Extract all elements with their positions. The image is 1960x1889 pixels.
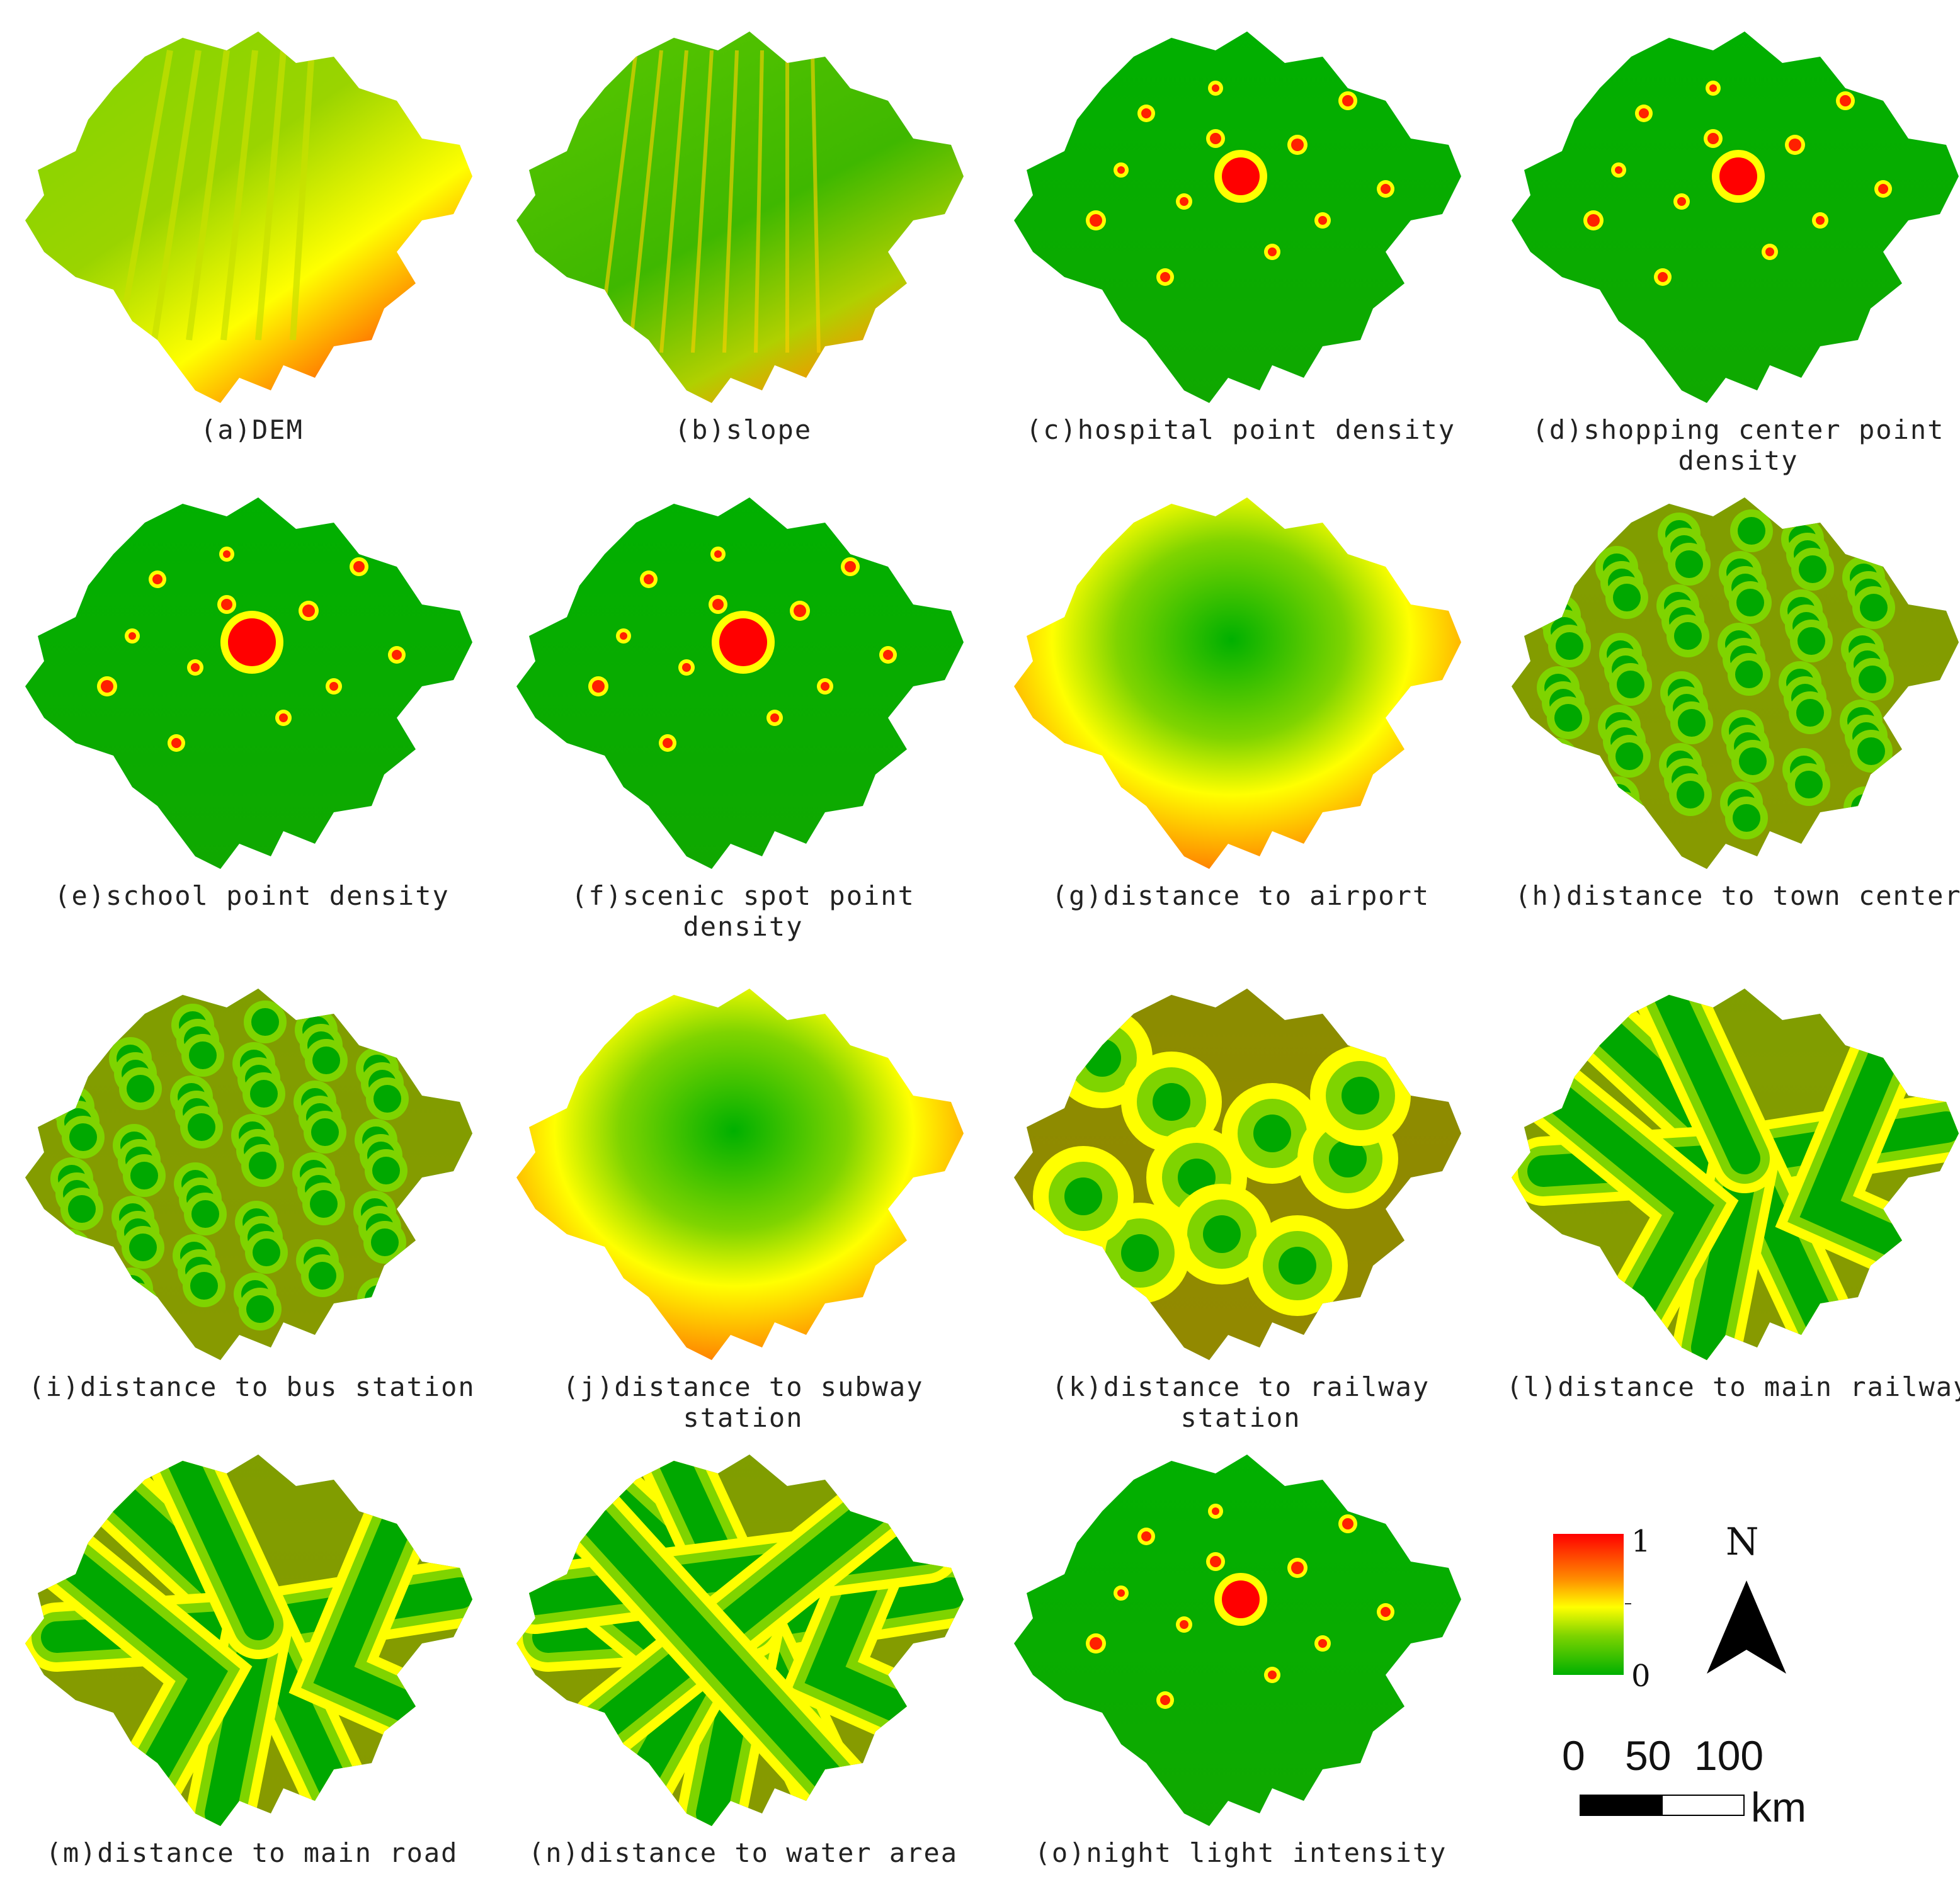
map-legend: 1 0 N 0 50 100 km <box>1537 1511 1940 1839</box>
panel-caption: (a)DEM <box>200 414 304 445</box>
map-panel: (c)hospital point density <box>1001 13 1480 466</box>
region-raster <box>25 989 472 1360</box>
legend-max-label: 1 <box>1631 1524 1651 1559</box>
region-raster <box>1014 989 1461 1360</box>
raster-map <box>510 479 976 882</box>
map-panel: (n)distance to water area <box>504 1436 983 1889</box>
scale-tick-label-50: 50 <box>1625 1732 1672 1779</box>
north-arrow-icon <box>1707 1580 1786 1674</box>
map-panel: (i)distance to bus station <box>13 970 491 1423</box>
panel-caption: (f)scenic spot point density <box>571 880 915 942</box>
raster-map <box>1008 479 1474 882</box>
raster-map <box>1008 970 1474 1373</box>
region-raster <box>516 31 964 403</box>
panel-caption: (i)distance to bus station <box>28 1371 476 1402</box>
raster-map <box>19 1436 485 1839</box>
region-raster <box>516 497 964 869</box>
region-raster <box>516 989 964 1360</box>
map-panel: (h)distance to town center <box>1499 479 1960 932</box>
panel-caption: (h)distance to town center <box>1515 880 1960 911</box>
map-panel: (l)distance to main railway <box>1499 970 1960 1423</box>
region-raster <box>25 497 472 869</box>
raster-map <box>1505 970 1960 1373</box>
region-raster <box>25 1455 472 1826</box>
panel-caption: (e)school point density <box>54 880 450 911</box>
panel-caption: (c)hospital point density <box>1025 414 1456 445</box>
region-raster <box>1014 31 1461 403</box>
raster-map <box>19 479 485 882</box>
map-panel: (e)school point density <box>13 479 491 932</box>
raster-map <box>510 970 976 1373</box>
raster-map <box>19 970 485 1373</box>
raster-map <box>1505 13 1960 416</box>
panel-caption: (l)distance to main railway <box>1506 1371 1960 1402</box>
map-panel: (o)night light intensity <box>1001 1436 1480 1889</box>
region-raster <box>1014 1455 1461 1826</box>
map-panel: (f)scenic spot point density <box>504 479 983 942</box>
panel-caption: (m)distance to main road <box>45 1837 459 1868</box>
map-panel: (j)distance to subway station <box>504 970 983 1433</box>
panel-caption: (k)distance to railway station <box>1051 1371 1430 1433</box>
legend-min-label: 0 <box>1631 1659 1651 1694</box>
panel-caption: (d)shopping center point density <box>1532 414 1945 476</box>
scale-tick-label-0: 0 <box>1562 1732 1585 1779</box>
panel-caption: (j)distance to subway station <box>562 1371 924 1433</box>
scale-bar <box>1580 1795 1745 1816</box>
region-raster <box>1014 497 1461 869</box>
scale-tick-label-100: 100 <box>1694 1732 1764 1779</box>
legend-color-ramp <box>1553 1534 1624 1675</box>
map-panel: (m)distance to main road <box>13 1436 491 1889</box>
raster-map <box>1008 1436 1474 1839</box>
map-panel: (d)shopping center point density <box>1499 13 1960 476</box>
panel-caption: (n)distance to water area <box>528 1837 959 1868</box>
north-label: N <box>1726 1520 1759 1564</box>
panel-caption: (o)night light intensity <box>1034 1837 1447 1868</box>
panel-caption: (b)slope <box>674 414 812 445</box>
map-panel: (a)DEM <box>13 13 491 466</box>
raster-map <box>19 13 485 416</box>
raster-map <box>1008 13 1474 416</box>
region-raster <box>1512 497 1959 869</box>
map-panel: (b)slope <box>504 13 983 466</box>
region-raster <box>1512 989 1959 1360</box>
panel-caption: (g)distance to airport <box>1051 880 1430 911</box>
region-raster <box>516 1455 964 1826</box>
map-panel: (g)distance to airport <box>1001 479 1480 932</box>
raster-map <box>510 13 976 416</box>
region-raster <box>1512 31 1959 403</box>
region-raster <box>25 31 472 403</box>
raster-map <box>1505 479 1960 882</box>
map-panel: (k)distance to railway station <box>1001 970 1480 1433</box>
legend-mid-tick <box>1625 1603 1631 1604</box>
scale-unit-label: km <box>1751 1784 1806 1830</box>
raster-map <box>510 1436 976 1839</box>
